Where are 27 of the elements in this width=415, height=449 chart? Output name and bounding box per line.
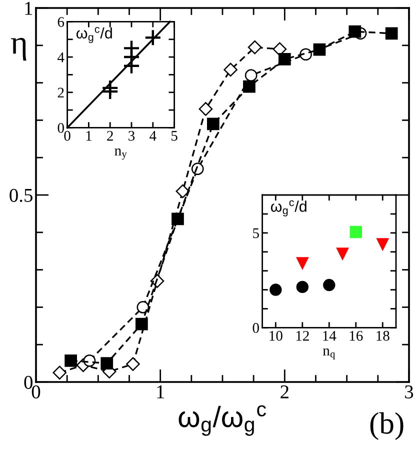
x-tick-label: 12 <box>296 330 309 341</box>
x-tick-label: 4 <box>150 130 156 141</box>
y-tick-label: 0.5 <box>10 188 32 202</box>
x-tick-label: 1 <box>86 130 92 141</box>
x-tick-label: 2 <box>280 385 288 398</box>
y-tick-label: 0 <box>24 376 32 389</box>
text: (b) <box>370 412 404 440</box>
x-axis-title: n$_{q}$ <box>322 348 335 360</box>
x-tick-label: 3 <box>128 130 135 141</box>
y-axis-title: η <box>11 38 26 61</box>
x-axis-title: ω$_{g}$/ω$_{g}$$^{c}$ <box>178 405 266 436</box>
x-tick-label: 16 <box>350 330 363 341</box>
y-tick-label: 6 <box>58 17 64 27</box>
y-axis-title: ω$_{g}$$^{c}$/d <box>270 200 306 216</box>
x-tick-label: 14 <box>323 330 336 341</box>
x-tick-label: 1 <box>157 385 164 398</box>
x-tick-label: 3 <box>405 385 414 398</box>
y-tick-label: 2 <box>58 88 64 98</box>
y-tick-label: 1 <box>25 2 32 15</box>
x-axis-title: n$_{y}$ <box>114 148 127 160</box>
y-tick-label: 0 <box>58 123 64 133</box>
y-axis-title: ω$_{g}$$^{c}$/d <box>76 27 112 44</box>
x-tick-label: 18 <box>376 330 390 341</box>
y-tick-label: 4 <box>58 52 64 62</box>
x-tick-label: 5 <box>172 131 178 141</box>
x-tick-label: 2 <box>107 130 113 141</box>
x-tick-label: 10 <box>270 330 282 341</box>
